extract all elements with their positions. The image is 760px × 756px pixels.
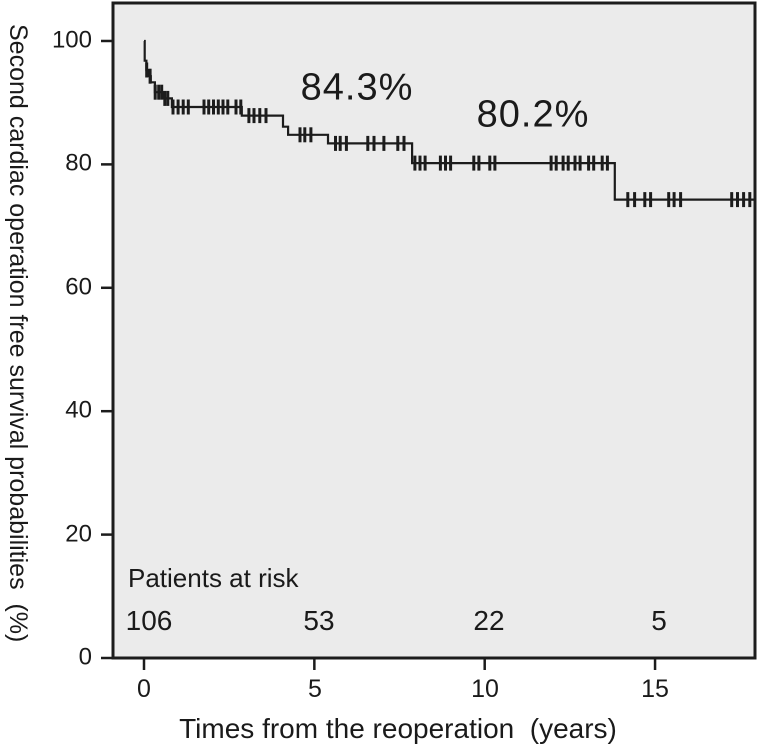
x-tick-label-0: 0: [137, 675, 151, 703]
y-tick-label-20: 20: [65, 520, 92, 548]
x-tick-label-10: 10: [471, 675, 499, 703]
at-risk-count-5yr: 53: [303, 605, 335, 636]
y-tick-label-0: 0: [78, 643, 92, 671]
patients-at-risk-label: Patients at risk: [128, 563, 299, 593]
at-risk-count-0yr: 106: [125, 605, 173, 636]
at-risk-count-15yr: 5: [651, 605, 667, 636]
x-axis-title: Times from the reoperation (years): [179, 713, 617, 744]
plot-frame: [111, 1, 757, 660]
x-tick-label-15: 15: [641, 675, 669, 703]
y-axis-title: Second cardiac operation free survival p…: [4, 24, 32, 643]
x-tick-label-5: 5: [308, 675, 322, 703]
y-tick-label-60: 60: [65, 273, 92, 301]
y-tick-label-100: 100: [51, 26, 92, 54]
y-tick-label-80: 80: [65, 149, 92, 177]
at-risk-count-10yr: 22: [473, 605, 505, 636]
plot-area: [113, 3, 755, 658]
annotation-10yr-survival: 80.2%: [476, 93, 590, 136]
y-tick-label-40: 40: [65, 396, 92, 424]
annotation-5yr-survival: 84.3%: [300, 66, 414, 109]
